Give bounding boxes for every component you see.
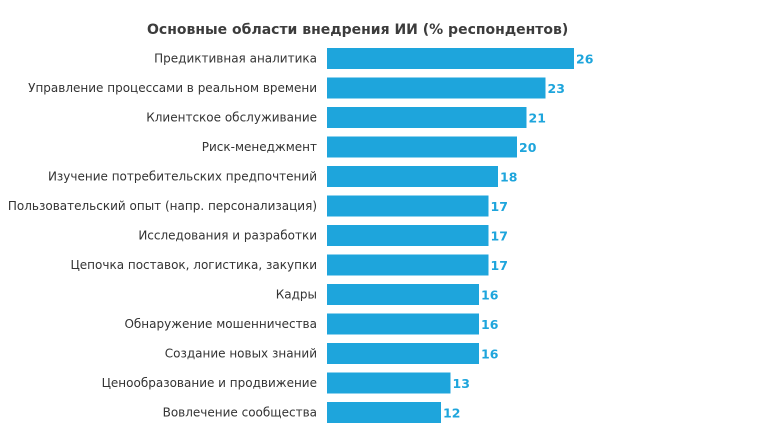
bar	[327, 254, 489, 276]
bar	[327, 136, 517, 158]
category-label: Цепочка поставок, логистика, закупки	[70, 258, 317, 272]
value-label: 17	[491, 229, 508, 244]
bar	[327, 402, 441, 423]
bar	[327, 195, 489, 217]
category-label: Риск-менеджмент	[202, 140, 317, 154]
value-label: 17	[491, 258, 508, 273]
value-label: 17	[491, 199, 508, 214]
value-label: 12	[443, 406, 460, 421]
bars	[327, 48, 574, 423]
category-label: Клиентское обслуживание	[146, 111, 317, 125]
category-label: Обнаружение мошенничества	[124, 317, 317, 331]
bar	[327, 77, 546, 99]
chart-title: Основные области внедрения ИИ (% респонд…	[147, 22, 569, 38]
value-label: 20	[519, 140, 537, 155]
category-label: Исследования и разработки	[138, 229, 317, 243]
value-label: 16	[481, 347, 499, 362]
category-label: Предиктивная аналитика	[154, 52, 317, 66]
category-label: Изучение потребительских предпочтений	[48, 170, 317, 184]
category-label: Вовлечение сообщества	[163, 406, 317, 420]
category-labels: Предиктивная аналитика Управление процесс…	[8, 52, 317, 420]
category-label: Кадры	[276, 288, 317, 302]
category-label: Управление процессами в реальном времени	[28, 81, 317, 95]
value-label: 13	[453, 376, 470, 391]
category-label: Ценообразование и продвижение	[102, 376, 317, 390]
bar	[327, 372, 451, 394]
value-label: 16	[481, 288, 499, 303]
bar	[327, 313, 479, 335]
value-label: 21	[529, 111, 546, 126]
bar	[327, 284, 479, 305]
category-label: Создание новых знаний	[165, 347, 317, 361]
bar	[327, 107, 527, 128]
value-label: 26	[576, 52, 594, 67]
value-label: 18	[500, 170, 517, 185]
value-label: 23	[548, 81, 565, 96]
bar	[327, 48, 574, 69]
bar	[327, 225, 489, 246]
bar	[327, 166, 498, 187]
category-label: Пользовательский опыт (напр. персонализа…	[8, 199, 317, 213]
bar	[327, 343, 479, 364]
value-label: 16	[481, 317, 499, 332]
